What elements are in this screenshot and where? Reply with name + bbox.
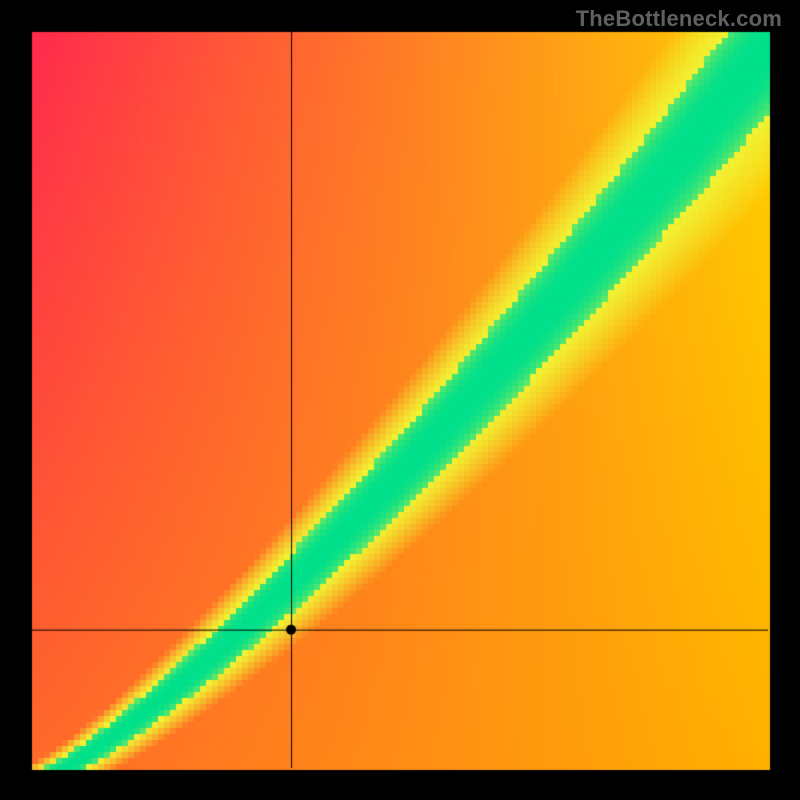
watermark-text: TheBottleneck.com: [576, 6, 782, 32]
bottleneck-heatmap: [0, 0, 800, 800]
chart-container: TheBottleneck.com: [0, 0, 800, 800]
